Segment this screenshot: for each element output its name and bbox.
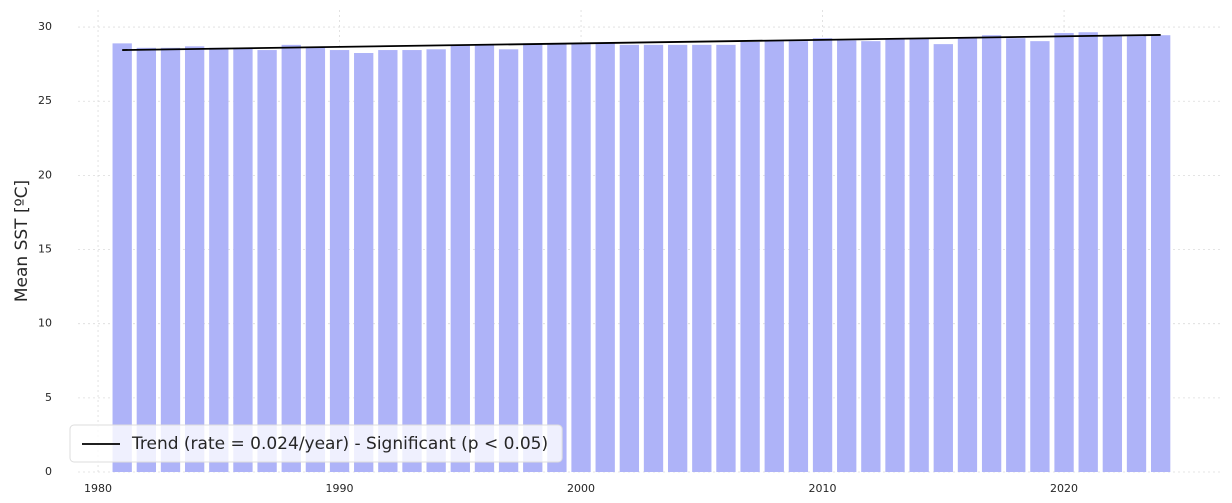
- bar: [547, 43, 567, 472]
- bar: [643, 44, 664, 472]
- bar: [281, 44, 301, 472]
- bar: [184, 46, 205, 473]
- bar: [740, 41, 760, 473]
- bar: [1030, 41, 1050, 473]
- bar: [378, 50, 398, 472]
- bar: [233, 47, 253, 473]
- bar: [498, 49, 519, 472]
- bar: [329, 50, 350, 472]
- y-tick-label: 15: [38, 243, 52, 256]
- bar: [933, 44, 953, 472]
- bar: [1078, 32, 1098, 472]
- bar: [716, 44, 736, 472]
- bar: [426, 49, 446, 472]
- bar: [402, 50, 422, 472]
- y-tick-label: 10: [38, 317, 52, 330]
- bar: [354, 53, 374, 473]
- bar: [257, 50, 277, 472]
- x-tick-label: 1980: [84, 482, 112, 495]
- y-tick-label: 20: [38, 168, 52, 181]
- bar: [595, 43, 615, 472]
- bar: [909, 38, 929, 472]
- legend-box: [69, 424, 563, 463]
- bar: [1126, 35, 1147, 473]
- y-tick-label: 0: [45, 465, 52, 478]
- bar: [837, 40, 857, 473]
- bar: [861, 41, 881, 473]
- bar: [112, 43, 132, 472]
- bar: [812, 38, 833, 472]
- bar: [692, 44, 712, 472]
- bar: [981, 35, 1002, 473]
- bar: [788, 41, 809, 473]
- bar: [523, 43, 543, 472]
- bar: [1006, 38, 1026, 472]
- bar: [450, 44, 470, 472]
- y-tick-label: 30: [38, 20, 52, 33]
- bar: [136, 47, 157, 473]
- y-axis-label: Mean SST [ºC]: [12, 180, 32, 302]
- bar: [885, 38, 905, 472]
- legend: Trend (rate = 0.024/year) - Significant …: [69, 424, 563, 463]
- bar: [305, 47, 326, 473]
- trend-line: [122, 34, 1161, 51]
- bar: [619, 44, 640, 472]
- bar: [474, 44, 495, 472]
- y-tick-label: 5: [45, 391, 52, 404]
- y-tick-label: 25: [38, 94, 52, 107]
- bar: [1150, 35, 1171, 473]
- x-tick-label: 1990: [326, 482, 354, 495]
- legend-label: Trend (rate = 0.024/year) - Significant …: [131, 434, 548, 454]
- x-tick-label: 2000: [567, 482, 595, 495]
- bar: [571, 44, 591, 472]
- bar: [209, 47, 229, 473]
- x-tick-label: 2010: [809, 482, 837, 495]
- bar: [667, 44, 688, 472]
- bar: [957, 38, 978, 472]
- bar: [1054, 32, 1074, 472]
- x-tick-label: 2020: [1050, 482, 1078, 495]
- bar: [1102, 35, 1123, 473]
- bar: [764, 41, 784, 473]
- bar: [160, 47, 181, 473]
